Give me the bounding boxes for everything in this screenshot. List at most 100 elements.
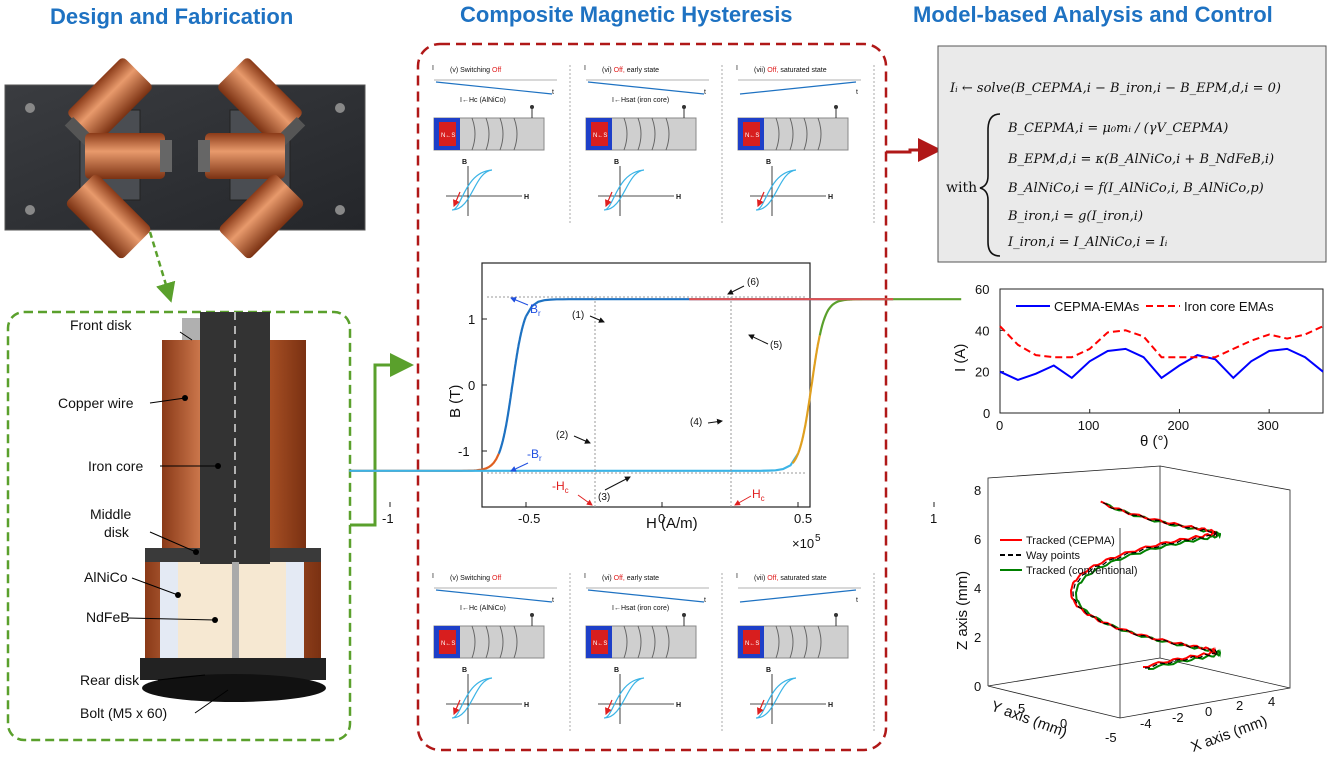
svg-text:(3): (3): [598, 492, 610, 503]
mini-h-label: H: [828, 702, 833, 709]
svg-text:(2): (2): [556, 430, 568, 441]
svg-text:Br: Br: [530, 302, 541, 318]
svg-text:(6): (6): [747, 277, 759, 288]
traj-xtick: -2: [1172, 710, 1184, 725]
label-bolt: Bolt (M5 x 60): [80, 705, 167, 721]
neg-hc-annotation: -Hc: [552, 479, 593, 506]
legend-label: Iron core EMAs: [1184, 299, 1274, 314]
mini-panel-0: (v) Switching Off I I←Hc (AlNiCo) t N←S B H: [432, 573, 571, 733]
label-disk: disk: [104, 524, 130, 540]
current-series-line: [999, 325, 1324, 359]
traj-box: [987, 465, 1291, 719]
mini-current-label: I: [736, 65, 738, 72]
mini-panel-title: (v) Switching Off: [450, 67, 501, 74]
trajectory-3d-chart: 0 2 4 6 8 5 0 -5 -4 -2 0 2 4 Tracked (CEPMA) Way poin…: [954, 465, 1291, 756]
mini-magnet-label: N←S: [593, 133, 607, 139]
traj-xtick: 4: [1268, 694, 1275, 709]
mini-h-label: H: [676, 194, 681, 201]
trajectory-line: [1074, 502, 1222, 670]
hyst-xtick: -0.5: [518, 511, 540, 526]
mini-magnet-label: N←S: [745, 641, 759, 647]
mini-magnet-label: N←S: [441, 641, 455, 647]
hysteresis-frame: [416, 42, 888, 752]
traj-legend-label: Tracked (conventional): [1026, 565, 1137, 577]
actuator-cross-section: [140, 312, 326, 702]
equation-with: with: [946, 180, 977, 196]
mini-time-label: t: [856, 89, 858, 96]
hysteresis-branch: [349, 453, 500, 472]
hyst-xtick: -1: [382, 511, 394, 526]
current-series-line: [999, 347, 1324, 381]
traj-ylabel: Y axis (mm): [989, 698, 1070, 741]
traj-ztick: 2: [974, 630, 981, 645]
label-middle: Middle: [90, 506, 131, 522]
mini-panel-title: (vii) Off, saturated state: [754, 575, 827, 582]
hysteresis-branch: [497, 315, 528, 455]
equation-epm: B_EPM,d,i = κ(B_AlNiCo,i + B_NdFeB,i): [1007, 152, 1274, 167]
mini-panel-1: (vi) Off, early state I I←Hsat (iron core)…: [584, 65, 723, 225]
mini-h-label: H: [524, 702, 529, 709]
mini-b-label: B: [462, 667, 467, 674]
hyst-xtick: 0.5: [794, 511, 812, 526]
mini-current-label: I: [584, 573, 586, 580]
svg-text:-Br: -Br: [527, 447, 542, 463]
mini-panel-title: (v) Switching Off: [450, 575, 501, 582]
mini-magnet-label: N←S: [745, 133, 759, 139]
current-ytick: 60: [975, 282, 989, 297]
svg-text:Hc: Hc: [752, 487, 765, 503]
equation-iron: B_iron,i = g(I_iron,i): [1007, 209, 1143, 224]
traj-xtick: 0: [1205, 704, 1212, 719]
flow-arrow-red: [886, 138, 942, 162]
mini-panel-title: (vii) Off, saturated state: [754, 67, 827, 74]
mini-time-label: t: [704, 89, 706, 96]
mini-time-label: t: [856, 597, 858, 604]
mini-time-label: t: [552, 597, 554, 604]
trajectory-line: [1072, 501, 1218, 669]
hyst-ytick: 0: [468, 378, 475, 393]
label-copper-wire: Copper wire: [58, 395, 134, 411]
current-ytick: 20: [975, 365, 989, 380]
current-xtick: 100: [1078, 418, 1100, 433]
current-ytick: 0: [983, 406, 990, 421]
svg-text:(5): (5): [770, 340, 782, 351]
svg-text:(1): (1): [572, 310, 584, 321]
mini-current-label: I: [736, 573, 738, 580]
equation-solve: Iᵢ ← solve(B_CEPMA,i − B_iron,i − B_EPM,…: [949, 81, 1281, 96]
mini-panel-title: (vi) Off, early state: [602, 575, 659, 582]
mini-panels-bottom: (v) Switching Off I I←Hc (AlNiCo) t N←S B H (vi…: [432, 573, 875, 733]
actuator-assembly-image: [4, 58, 366, 259]
mini-note: I←Hc (AlNiCo): [460, 97, 506, 104]
hysteresis-branch: [349, 453, 799, 472]
label-iron-core: Iron core: [88, 458, 143, 474]
part-labels: Front disk Copper wire Iron core Middle …: [58, 317, 229, 721]
title-design: Design and Fabrication: [50, 4, 293, 29]
current-ytick: 40: [975, 323, 989, 338]
mini-note: I←Hc (AlNiCo): [460, 605, 506, 612]
mini-note: I←Hsat (iron core): [612, 605, 669, 612]
mini-h-label: H: [524, 194, 529, 201]
svg-text:(4): (4): [690, 417, 702, 428]
traj-xlabel: X axis (mm): [1189, 712, 1270, 755]
mini-current-label: I: [584, 65, 586, 72]
neg-br-annotation: -Br: [510, 447, 542, 472]
traj-xtick: -4: [1140, 716, 1152, 731]
current-chart-ylabel: I (A): [952, 344, 969, 372]
mini-panel-1: (vi) Off, early state I I←Hsat (iron core)…: [584, 573, 723, 733]
hysteresis-multiplier-exp: 5: [815, 533, 821, 544]
mini-panel-2: (vii) Off, saturated state It N←S B H: [736, 65, 875, 225]
label-alnico: AlNiCo: [84, 569, 128, 585]
trajectory-line: [1069, 500, 1217, 668]
mini-panel-title: (vi) Off, early state: [602, 67, 659, 74]
mini-panel-2: (vii) Off, saturated state It N←S B H: [736, 573, 875, 733]
hc-annotation: Hc: [734, 487, 765, 506]
mini-b-label: B: [614, 159, 619, 166]
label-rear-disk: Rear disk: [80, 672, 140, 688]
traj-ztick: 8: [974, 483, 981, 498]
legend-label: CEPMA-EMAs: [1054, 299, 1140, 314]
traj-ytick: 5: [1018, 701, 1025, 716]
traj-legend-label: Tracked (CEPMA): [1026, 535, 1115, 547]
traj-ytick: 0: [1060, 716, 1067, 731]
current-xtick: 200: [1167, 418, 1189, 433]
hysteresis-ylabel: B (T): [447, 385, 464, 418]
branch-labels: (1) (2) (3) (4) (5) (6): [556, 277, 782, 503]
